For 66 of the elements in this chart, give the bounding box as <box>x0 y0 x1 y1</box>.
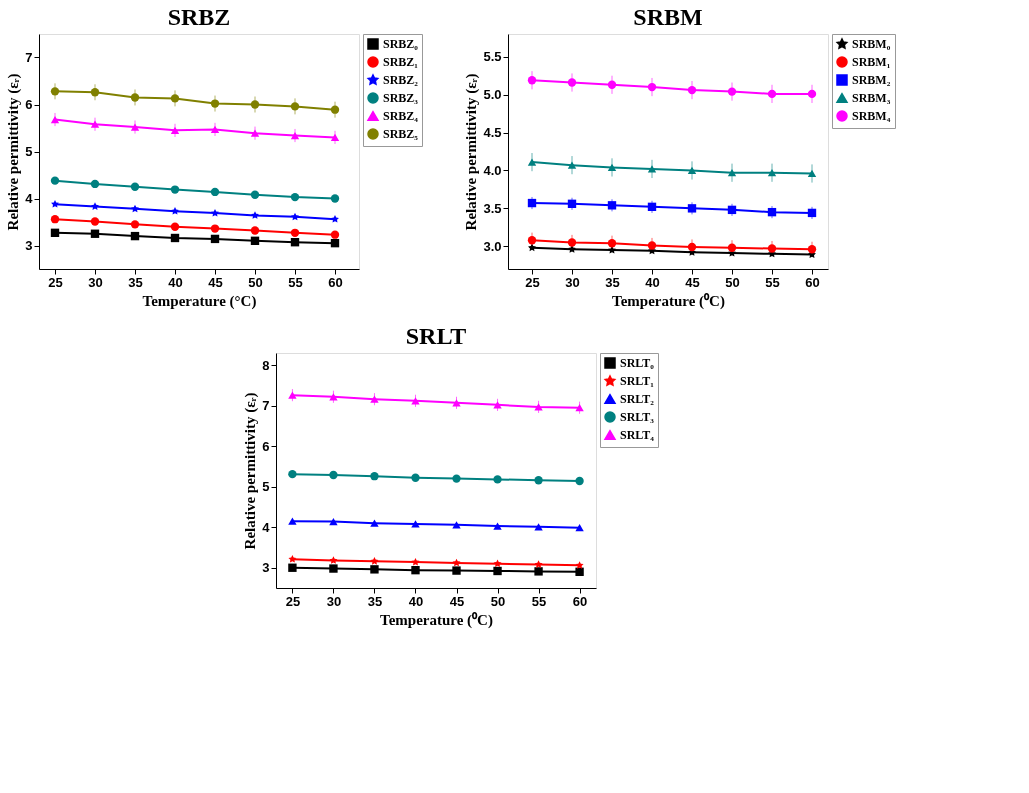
legend-label: SRBM₁ <box>852 55 891 69</box>
legend-label: SRBZ₂ <box>383 73 419 87</box>
x-tick-label: 50 <box>725 274 740 290</box>
legend-label: SRBZ₁ <box>383 55 419 69</box>
x-tick-label: 55 <box>288 274 303 290</box>
y-tick-label: 6 <box>262 438 270 454</box>
y-axis-title: Relative permittivity (εᵣ) <box>5 73 23 231</box>
x-tick-label: 25 <box>285 593 301 609</box>
y-tick-label: 7 <box>25 50 33 65</box>
legend-label: SRLT₄ <box>620 428 655 442</box>
x-tick-label: 45 <box>685 274 700 290</box>
y-tick-label: 4.0 <box>483 162 502 178</box>
y-tick-label: 3.5 <box>483 200 502 216</box>
x-tick-label: 40 <box>645 274 660 290</box>
x-tick-label: 55 <box>531 593 547 609</box>
x-tick-label: 60 <box>328 274 343 290</box>
x-tick-label: 30 <box>88 274 103 290</box>
y-tick-label: 5 <box>262 479 270 495</box>
y-tick-label: 4.5 <box>483 125 502 141</box>
legend-label: SRLT₁ <box>620 374 655 388</box>
x-tick-label: 55 <box>765 274 780 290</box>
x-tick-label: 40 <box>168 274 183 290</box>
x-axis-title: Temperature (⁰C) <box>380 610 493 629</box>
legend-label: SRBZ₄ <box>383 109 419 123</box>
x-tick-label: 40 <box>408 593 424 609</box>
x-tick-label: 35 <box>367 593 383 609</box>
y-tick-label: 5.5 <box>483 49 502 65</box>
y-tick-label: 5 <box>25 144 33 159</box>
x-tick-label: 25 <box>48 274 63 290</box>
x-tick-label: 60 <box>572 593 588 609</box>
y-axis-title: Relative permittivity (εᵣ) <box>463 73 481 231</box>
legend-label: SRBM₀ <box>852 37 891 51</box>
x-tick-label: 50 <box>490 593 506 609</box>
y-tick-label: 3 <box>25 238 33 253</box>
y-tick-label: 6 <box>25 97 33 112</box>
y-axis-title: Relative permittivity (εᵣ) <box>242 392 260 550</box>
legend-label: SRLT₂ <box>620 392 655 406</box>
x-tick-label: 30 <box>565 274 580 290</box>
y-tick-label: 8 <box>262 357 270 373</box>
legend-label: SRBM₂ <box>852 73 891 87</box>
y-tick-label: 5.0 <box>483 87 502 103</box>
y-tick-label: 4 <box>262 519 271 535</box>
legend-label: SRBM₃ <box>852 91 891 105</box>
y-tick-label: 4 <box>25 191 34 206</box>
legend-label: SRBZ₀ <box>383 37 419 51</box>
x-tick-label: 30 <box>326 593 342 609</box>
x-tick-label: 50 <box>248 274 263 290</box>
chart-title: SRLT <box>405 322 467 349</box>
x-tick-label: 35 <box>128 274 143 290</box>
legend-label: SRBZ₅ <box>383 127 419 141</box>
x-tick-label: 45 <box>449 593 465 609</box>
x-axis-title: Temperature (⁰C) <box>612 291 725 310</box>
x-axis-title: Temperature (°C) <box>142 292 257 310</box>
y-tick-label: 3 <box>262 560 270 576</box>
legend-label: SRBZ₃ <box>383 91 419 105</box>
legend-label: SRBM₄ <box>852 109 891 123</box>
y-tick-label: 3.0 <box>483 238 502 254</box>
chart-title: SRBZ <box>167 3 231 30</box>
legend-label: SRLT₃ <box>620 410 655 424</box>
x-tick-label: 60 <box>805 274 820 290</box>
chart-title: SRBM <box>633 3 703 30</box>
x-tick-label: 35 <box>605 274 620 290</box>
y-tick-label: 7 <box>262 398 270 414</box>
x-tick-label: 45 <box>208 274 223 290</box>
x-tick-label: 25 <box>525 274 540 290</box>
legend-label: SRLT₀ <box>620 356 655 370</box>
